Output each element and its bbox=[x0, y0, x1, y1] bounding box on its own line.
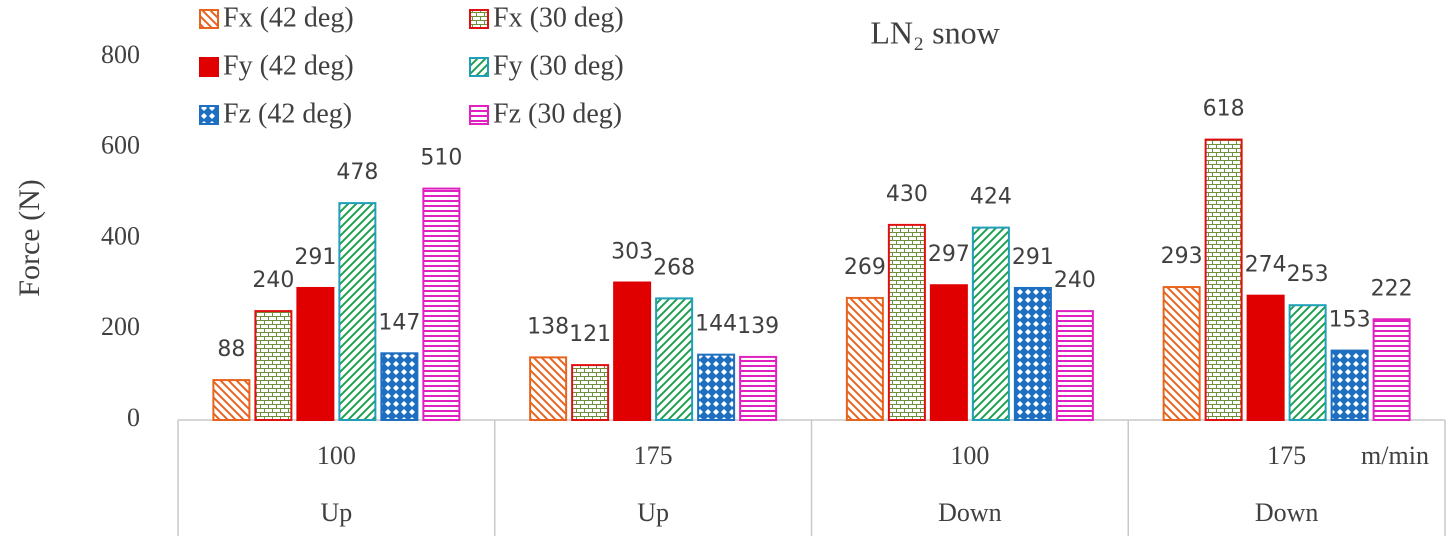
bar bbox=[296, 286, 335, 421]
legend-label: Fy (30 deg) bbox=[493, 50, 624, 81]
legend-swatch bbox=[469, 57, 489, 77]
legend-label: Fy (42 deg) bbox=[223, 50, 354, 81]
data-label: 144 bbox=[695, 312, 737, 337]
bar bbox=[1162, 286, 1201, 421]
bar bbox=[1013, 286, 1052, 421]
data-label: 268 bbox=[653, 255, 695, 280]
legend-swatch bbox=[199, 9, 219, 29]
y-tick-label: 200 bbox=[101, 312, 140, 341]
bar bbox=[613, 281, 652, 422]
legend-label: Fz (42 deg) bbox=[223, 98, 352, 129]
x-group-label: Up bbox=[320, 498, 352, 527]
unit-annotation: m/min bbox=[1361, 441, 1429, 470]
data-label: 121 bbox=[569, 322, 611, 347]
data-label: 153 bbox=[1329, 308, 1371, 333]
legend-swatch bbox=[199, 57, 219, 77]
chart-title: LN₂ snow bbox=[870, 14, 999, 50]
bar bbox=[739, 355, 778, 421]
bar bbox=[845, 296, 884, 421]
y-tick-label: 800 bbox=[101, 40, 140, 69]
bar bbox=[422, 187, 461, 421]
bar bbox=[1288, 304, 1327, 422]
data-label: 618 bbox=[1203, 97, 1245, 122]
data-label: 138 bbox=[527, 314, 569, 339]
data-label: 269 bbox=[844, 255, 886, 280]
bar bbox=[529, 356, 568, 422]
data-label: 222 bbox=[1371, 276, 1413, 301]
y-tick-label: 400 bbox=[101, 221, 140, 250]
y-axis-label: Force (N) bbox=[13, 179, 46, 296]
legend-label: Fx (30 deg) bbox=[493, 2, 624, 33]
legend-swatch bbox=[469, 9, 489, 29]
data-label: 240 bbox=[1054, 268, 1096, 293]
data-label: 297 bbox=[928, 242, 970, 267]
bar bbox=[697, 353, 736, 421]
legend-label: Fx (42 deg) bbox=[223, 2, 354, 33]
bar bbox=[1204, 138, 1243, 422]
x-group-label: Down bbox=[1255, 498, 1319, 527]
bar bbox=[571, 364, 610, 422]
data-label: 139 bbox=[737, 314, 779, 339]
bar bbox=[1055, 310, 1094, 422]
bar bbox=[971, 226, 1010, 421]
bar bbox=[212, 379, 251, 422]
data-label: 430 bbox=[886, 182, 928, 207]
data-label: 147 bbox=[378, 310, 420, 335]
x-group-label: Up bbox=[637, 498, 669, 527]
bar bbox=[887, 223, 926, 421]
data-label: 424 bbox=[970, 185, 1012, 210]
bar bbox=[338, 202, 377, 421]
data-label: 240 bbox=[252, 268, 294, 293]
data-label: 88 bbox=[217, 337, 245, 362]
x-tick-label: 175 bbox=[1267, 441, 1306, 470]
bar bbox=[1246, 294, 1285, 421]
bar bbox=[254, 310, 293, 422]
data-label: 253 bbox=[1287, 262, 1329, 287]
bar bbox=[1330, 349, 1369, 422]
data-label: 291 bbox=[1012, 245, 1054, 270]
data-label: 291 bbox=[294, 245, 336, 270]
data-label: 274 bbox=[1245, 253, 1287, 278]
data-label: 303 bbox=[611, 240, 653, 265]
y-tick-label: 0 bbox=[127, 403, 140, 432]
data-label: 293 bbox=[1161, 244, 1203, 269]
data-label: 510 bbox=[420, 146, 462, 171]
bar bbox=[380, 352, 419, 421]
x-group-label: Down bbox=[938, 498, 1002, 527]
legend-label: Fz (30 deg) bbox=[493, 98, 622, 129]
bar bbox=[1372, 318, 1411, 421]
legend-swatch bbox=[469, 105, 489, 125]
data-label: 478 bbox=[336, 160, 378, 185]
bar bbox=[929, 284, 968, 421]
y-tick-label: 600 bbox=[101, 131, 140, 160]
x-tick-label: 175 bbox=[634, 441, 673, 470]
bar bbox=[655, 297, 694, 421]
x-tick-label: 100 bbox=[950, 441, 989, 470]
legend-swatch bbox=[199, 105, 219, 125]
x-tick-label: 100 bbox=[317, 441, 356, 470]
